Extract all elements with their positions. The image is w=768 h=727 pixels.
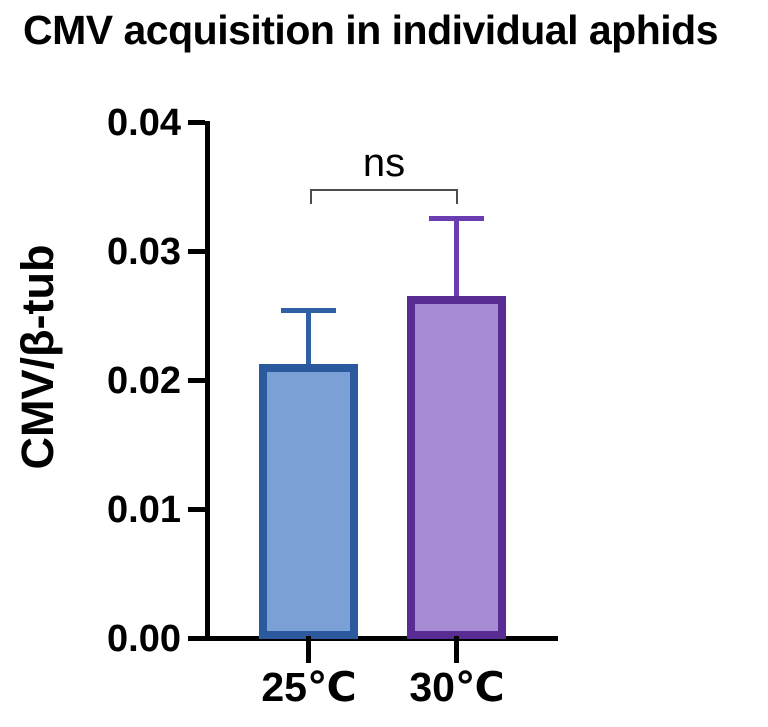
y-tick-0-02: 0.02	[40, 360, 205, 402]
y-tick-label: 0.00	[107, 618, 181, 660]
x-label-30c: 30℃	[409, 664, 505, 710]
bar-group-30c	[407, 123, 506, 639]
error-bar-cap-30c	[429, 216, 484, 221]
significance-bracket	[310, 189, 458, 204]
error-bar-line-25c	[306, 312, 311, 367]
y-tick-label: 0.04	[107, 102, 181, 144]
x-tick-25c	[306, 636, 311, 663]
bar-25c	[259, 364, 358, 639]
y-tick-mark	[188, 636, 205, 641]
significance-label: ns	[362, 141, 406, 185]
y-tick-0-00: 0.00	[40, 618, 205, 660]
y-axis-label: CMV/β-tub	[12, 244, 63, 470]
y-tick-mark	[188, 507, 205, 512]
y-tick-mark	[188, 378, 205, 383]
x-axis-line	[205, 636, 558, 641]
bar-group-25c	[259, 123, 358, 639]
bar-30c	[407, 296, 506, 639]
y-tick-0-04: 0.04	[40, 102, 205, 144]
error-bar-cap-25c	[281, 308, 336, 313]
chart-title: CMV acquisition in individual aphids	[23, 7, 719, 53]
y-tick-label: 0.02	[107, 360, 181, 402]
x-tick-30c	[454, 636, 459, 663]
y-tick-0-03: 0.03	[40, 231, 205, 273]
error-bar-line-30c	[454, 221, 459, 299]
y-tick-label: 0.01	[107, 489, 181, 531]
y-tick-mark	[188, 120, 205, 125]
y-axis-line	[205, 121, 210, 641]
y-tick-label: 0.03	[107, 231, 181, 273]
y-tick-0-01: 0.01	[40, 489, 205, 531]
x-label-25c: 25℃	[261, 664, 357, 710]
y-tick-mark	[188, 249, 205, 254]
